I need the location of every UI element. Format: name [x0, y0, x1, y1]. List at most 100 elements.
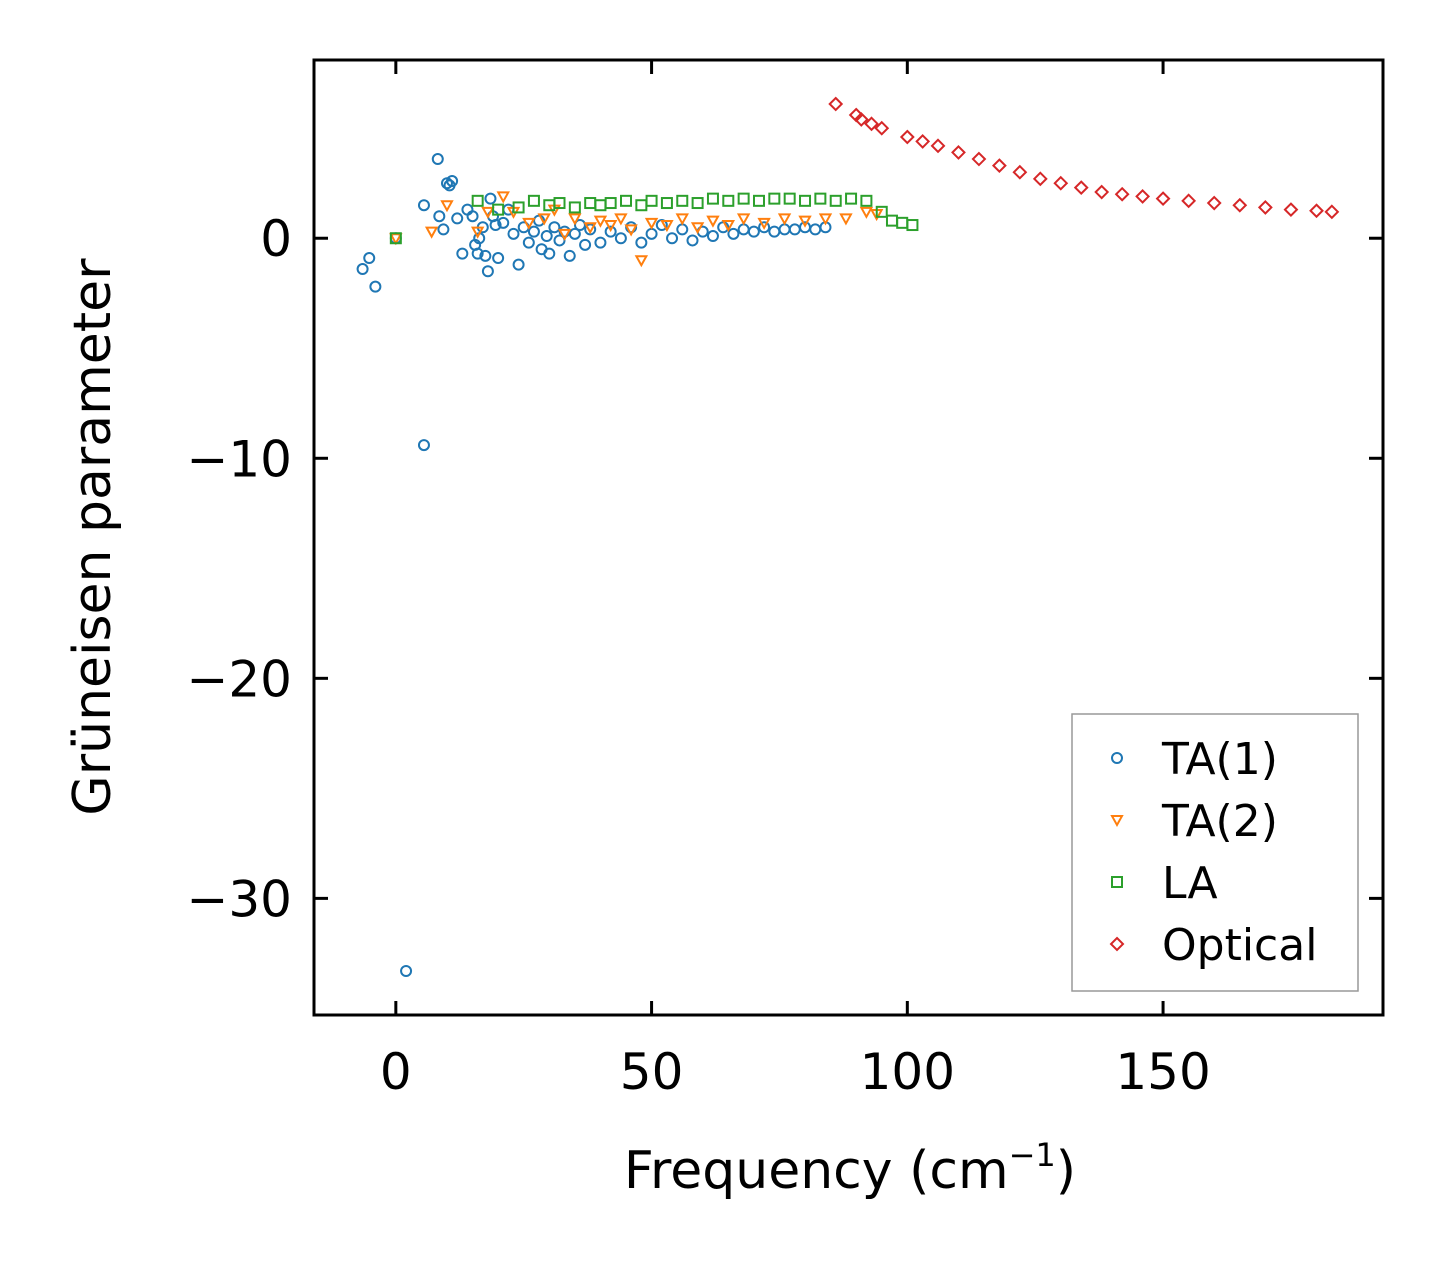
data-point [417, 199, 430, 212]
data-point [635, 236, 648, 249]
data-point [737, 192, 750, 205]
plot-frame [312, 58, 1385, 1017]
series-la [389, 192, 919, 245]
data-marks [356, 96, 1340, 977]
data-point [471, 194, 484, 207]
data-point [603, 220, 618, 233]
data-point [1135, 189, 1151, 204]
data-point [757, 217, 771, 230]
data-point [522, 236, 535, 249]
data-point [522, 217, 536, 230]
x-tick-label: 100 [860, 1043, 955, 1101]
data-point [818, 213, 833, 226]
axis-ticks: 0 50 100 150 0 −10 −20 −30 [186, 60, 1383, 1101]
series-optical [828, 96, 1340, 220]
legend-marker [1111, 876, 1123, 888]
data-point [363, 252, 376, 265]
data-point [885, 214, 898, 227]
data-point [706, 192, 719, 205]
data-point [424, 226, 439, 239]
data-point [492, 203, 505, 216]
data-point [543, 247, 556, 260]
y-tick-label: −20 [186, 650, 292, 708]
data-point [563, 249, 576, 262]
data-point [553, 197, 566, 210]
y-axis-title: Grüneisen parameter [63, 258, 123, 816]
data-point [568, 227, 581, 240]
data-point [1073, 180, 1089, 196]
data-point [736, 213, 751, 226]
data-point [400, 964, 413, 977]
legend-entry: TA(1) [1111, 734, 1278, 785]
data-point [481, 265, 494, 278]
data-point [1232, 197, 1248, 213]
data-point [1206, 195, 1222, 211]
data-point [930, 138, 946, 154]
data-point [645, 227, 658, 240]
data-point [471, 247, 484, 260]
data-point [727, 227, 740, 240]
data-point [1114, 186, 1130, 202]
series-ta-1 [356, 153, 832, 977]
data-point [417, 439, 430, 452]
data-point [557, 228, 572, 241]
data-point [644, 217, 659, 230]
data-point [798, 215, 812, 228]
data-point [845, 192, 858, 205]
data-point [594, 199, 607, 212]
data-point [507, 227, 520, 240]
y-tick-label: 0 [260, 210, 292, 268]
data-point [470, 226, 485, 239]
data-point [614, 232, 627, 245]
data-point [433, 210, 446, 223]
data-point [1094, 184, 1110, 200]
legend-frame [1071, 713, 1359, 992]
x-tick-label: 150 [1115, 1043, 1210, 1101]
data-point [389, 232, 402, 245]
data-point [864, 116, 879, 132]
y-tick-label: −10 [186, 430, 292, 488]
data-point [758, 221, 771, 234]
data-point [915, 134, 931, 149]
data-point [971, 151, 987, 167]
data-point [860, 194, 873, 207]
data-point [1309, 203, 1324, 219]
data-point [690, 222, 705, 235]
y-tick-label: −30 [186, 870, 292, 928]
data-point [634, 255, 649, 268]
data-point [676, 194, 689, 207]
data-point [722, 194, 735, 207]
data-point [584, 197, 597, 210]
data-point [466, 210, 479, 223]
data-point [875, 205, 888, 218]
data-point [369, 280, 382, 293]
data-point [568, 201, 581, 214]
data-point [951, 145, 966, 160]
data-point [527, 194, 540, 207]
data-point [604, 225, 617, 238]
data-point [676, 223, 689, 236]
legend-entry: TA(2) [1110, 796, 1278, 847]
data-point [706, 230, 719, 243]
data-point [604, 197, 617, 210]
data-point [512, 258, 525, 271]
data-point [814, 192, 827, 205]
data-point [594, 236, 607, 249]
data-point [906, 219, 919, 232]
data-point [489, 219, 502, 232]
data-point [537, 213, 551, 226]
data-point [721, 220, 736, 233]
legend-label: Optical [1162, 920, 1317, 971]
data-point [614, 213, 628, 226]
data-point [1155, 191, 1171, 207]
data-point [484, 192, 497, 205]
data-point [440, 200, 454, 213]
data-point [437, 223, 450, 236]
data-point [788, 223, 801, 236]
data-point [1181, 193, 1197, 209]
data-point [991, 158, 1007, 174]
data-point [752, 194, 765, 207]
data-point [512, 201, 525, 214]
data-point [497, 216, 510, 229]
